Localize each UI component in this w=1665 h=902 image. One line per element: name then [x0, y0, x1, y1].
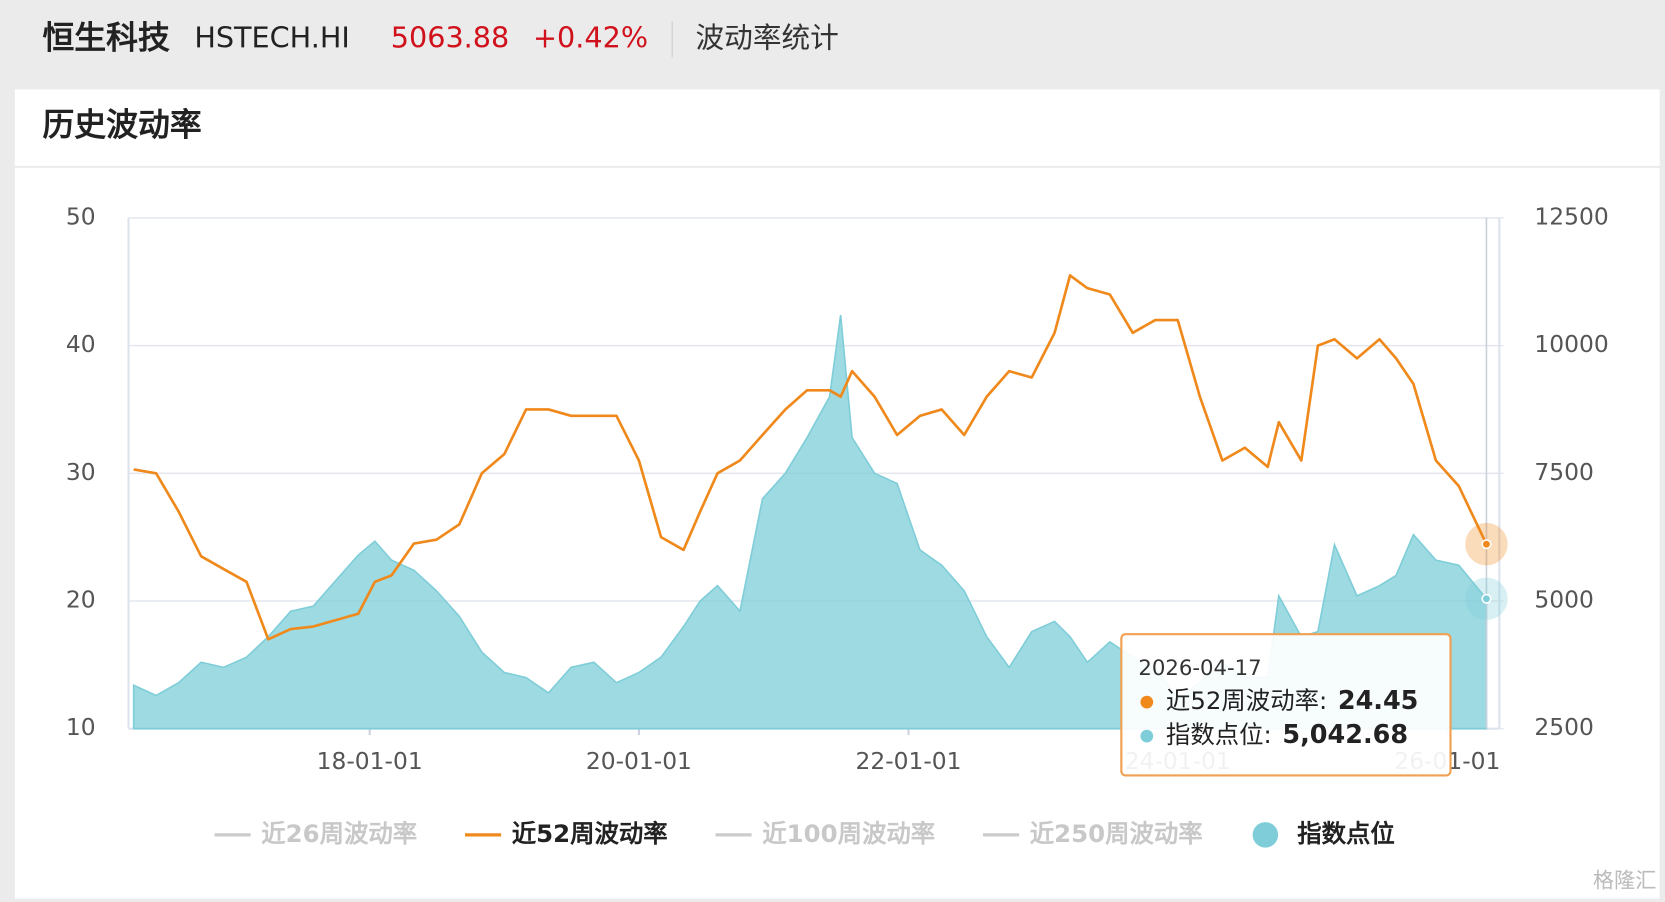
legend-label[interactable]: 近250周波动率 [1030, 819, 1203, 848]
x-tick-label: 18-01-01 [317, 747, 423, 775]
tooltip-dot [1140, 695, 1154, 709]
y-tick-label: 10 [66, 713, 96, 741]
y2-tick-label: 10000 [1534, 330, 1608, 358]
tooltip-value: 5,042.68 [1282, 720, 1408, 750]
legend-label[interactable]: 近26周波动率 [261, 819, 417, 848]
tooltip-label: 指数点位: [1166, 720, 1272, 749]
tooltip-dot [1140, 729, 1154, 743]
price: 5063.88 [391, 21, 510, 55]
x-tick-label: 20-01-01 [586, 747, 692, 775]
x-tick-label: 22-01-01 [856, 747, 962, 775]
tooltip: 2026-04-17 近52周波动率: 24.45 指数点位: 5,042.68 [1120, 633, 1452, 777]
y-tick-label: 30 [66, 458, 96, 486]
volatility-line [133, 274, 1488, 641]
y2-tick-label: 7500 [1534, 458, 1593, 486]
watermark: 格隆汇 [1593, 869, 1657, 894]
y-tick-label: 50 [66, 202, 96, 230]
hover-point [1481, 593, 1492, 604]
y2-tick-label: 2500 [1534, 713, 1593, 741]
y-tick-label: 20 [66, 585, 96, 613]
change: +0.42% [533, 21, 648, 55]
tooltip-value: 24.45 [1338, 686, 1419, 716]
index-name: 恒生科技 [42, 19, 170, 57]
legend-label[interactable]: 近100周波动率 [762, 819, 935, 848]
y2-tick-label: 12500 [1534, 202, 1608, 230]
legend-swatch [1252, 822, 1279, 848]
legend-label[interactable]: 指数点位 [1297, 819, 1395, 848]
y2-tick-label: 5000 [1534, 585, 1593, 613]
index-code: HSTECH.HI [194, 21, 350, 55]
tooltip-label: 近52周波动率: [1166, 686, 1327, 715]
hover-point [1481, 539, 1492, 550]
legend-label[interactable]: 近52周波动率 [512, 819, 668, 848]
y-tick-label: 40 [66, 330, 96, 358]
page-name: 波动率统计 [696, 21, 839, 55]
tooltip-date: 2026-04-17 [1138, 656, 1261, 681]
index-area [132, 314, 1488, 730]
tooltip-box [1120, 633, 1452, 777]
section-title: 历史波动率 [42, 106, 201, 144]
